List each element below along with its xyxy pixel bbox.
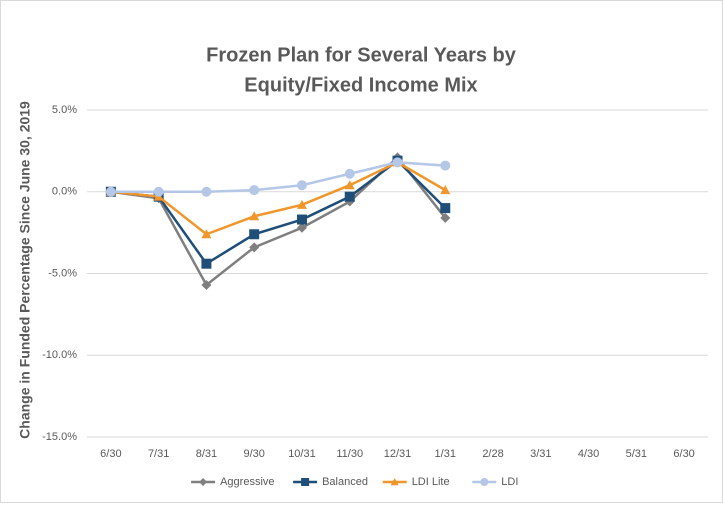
legend-label: LDI Lite (412, 476, 450, 488)
series-line (110, 160, 446, 236)
marker (296, 180, 307, 191)
series-line (110, 161, 446, 193)
y-tick-label: -15.0% (42, 431, 77, 443)
marker (105, 186, 116, 197)
legend-label: Aggressive (220, 476, 274, 488)
legend-marker (480, 478, 489, 486)
marker (153, 186, 164, 197)
y-tick-label: -10.0% (42, 349, 77, 361)
marker (296, 222, 307, 233)
x-tick-label: 6/30 (673, 448, 694, 460)
marker (201, 258, 212, 269)
x-tick-label: 1/31 (435, 448, 456, 460)
x-tick-label: 2/28 (482, 448, 503, 460)
marker (440, 203, 451, 214)
x-tick-label: 12/31 (384, 448, 412, 460)
marker (440, 185, 451, 195)
marker (392, 157, 403, 168)
marker (296, 214, 307, 225)
x-tick-label: 5/31 (626, 448, 647, 460)
y-axis-label: Change in Funded Percentage Since June 3… (17, 101, 33, 439)
legend-marker (199, 478, 208, 486)
marker (344, 191, 355, 202)
y-tick-label: 5.0% (52, 104, 77, 116)
x-tick-label: 9/30 (243, 448, 264, 460)
x-tick-label: 4/30 (578, 448, 599, 460)
marker (296, 199, 307, 209)
x-tick-label: 7/31 (148, 448, 169, 460)
marker (344, 180, 355, 190)
marker (249, 229, 260, 240)
marker (201, 279, 212, 290)
legend-marker (390, 478, 399, 486)
y-tick-label: 0.0% (52, 186, 77, 198)
chart-title: Equity/Fixed Income Mix (244, 74, 477, 96)
marker (440, 160, 451, 171)
y-tick-label: -5.0% (48, 267, 77, 279)
legend-label: Balanced (322, 476, 368, 488)
marker (440, 212, 451, 223)
x-tick-label: 11/30 (336, 448, 363, 460)
marker (249, 242, 260, 253)
x-tick-label: 3/31 (530, 448, 551, 460)
legend-label: LDI (501, 476, 518, 488)
x-tick-label: 6/30 (100, 448, 121, 460)
x-tick-label: 8/31 (196, 448, 217, 460)
marker (201, 229, 212, 239)
x-tick-label: 10/31 (288, 448, 316, 460)
chart-title: Frozen Plan for Several Years by (206, 44, 517, 66)
marker (344, 168, 355, 179)
marker (249, 185, 260, 196)
marker (249, 211, 260, 221)
legend-marker (301, 478, 310, 486)
marker (201, 186, 212, 197)
